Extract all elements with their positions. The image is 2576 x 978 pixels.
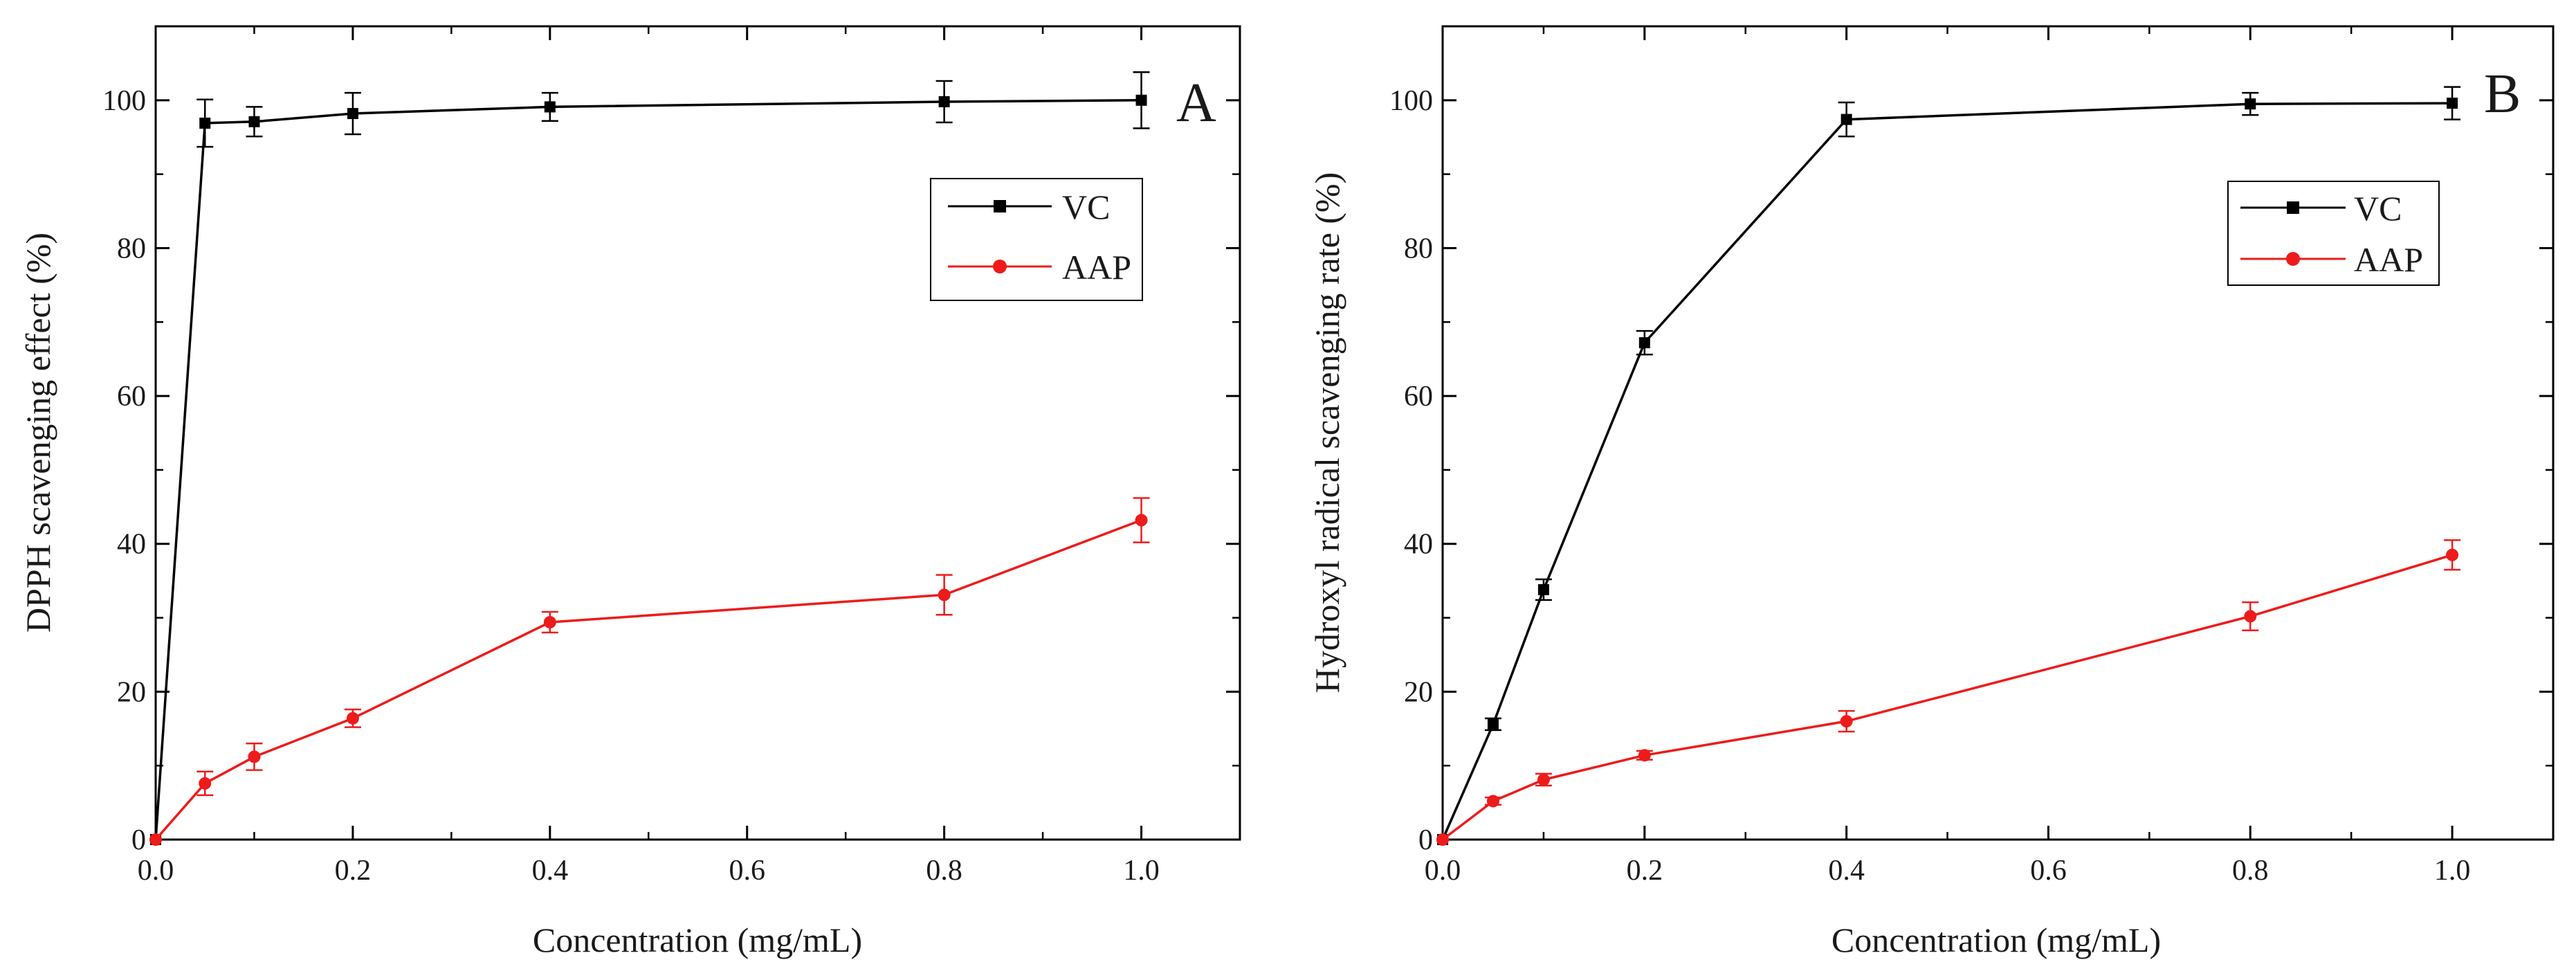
y-axis-title: Hydroxyl radical scavenging rate (%) <box>1308 172 1346 693</box>
y-tick-label: 80 <box>1404 233 1433 264</box>
y-tick-label: 60 <box>1404 381 1433 413</box>
y-axis-title: DPPH scavenging effect (%) <box>19 233 57 633</box>
data-point-aap <box>1135 514 1148 527</box>
x-tick-label: 0.8 <box>2232 855 2269 887</box>
legend-label-aap: AAP <box>2354 240 2423 279</box>
legend-marker-aap <box>993 260 1007 273</box>
legend-marker-vc <box>994 200 1006 212</box>
legend: VC AAP <box>930 178 1143 301</box>
y-tick-label: 100 <box>1389 85 1433 117</box>
y-tick-label: 0 <box>131 824 146 856</box>
data-point-aap <box>1537 773 1550 786</box>
legend-label-vc: VC <box>1062 188 1110 226</box>
legend-box <box>930 178 1143 301</box>
y-tick-label: 60 <box>117 381 146 413</box>
x-tick-label: 0.2 <box>1627 855 1663 887</box>
data-point-vc <box>248 116 260 127</box>
data-point-aap <box>1638 749 1651 762</box>
legend-box <box>2227 181 2440 286</box>
plot-frame <box>1441 25 2555 841</box>
data-point-aap <box>938 588 951 601</box>
data-point-vc <box>544 101 556 113</box>
x-tick-label: 0.6 <box>729 855 765 887</box>
data-point-vc <box>2447 98 2458 109</box>
x-axis-title: Concentration (mg/mL) <box>1831 921 2161 959</box>
data-point-vc <box>1638 337 1650 349</box>
data-point-aap <box>2446 548 2459 561</box>
legend-label-vc: VC <box>2354 189 2402 228</box>
y-tick-label: 0 <box>1418 824 1433 856</box>
data-point-vc <box>1487 718 1499 730</box>
legend-label-aap: AAP <box>1062 248 1131 287</box>
data-point-aap <box>199 777 212 790</box>
x-tick-label: 0.6 <box>2030 855 2067 887</box>
data-point-aap <box>1486 795 1499 808</box>
data-point-aap <box>543 615 556 628</box>
y-tick-label: 20 <box>117 676 146 708</box>
data-point-vc <box>1135 94 1147 106</box>
data-point-vc <box>199 117 211 129</box>
x-tick-label: 0.8 <box>926 855 962 887</box>
data-point-vc <box>938 96 950 107</box>
panel-label: A <box>1176 73 1216 134</box>
data-point-aap <box>1840 715 1853 728</box>
data-point-aap <box>248 750 261 763</box>
legend-marker-vc <box>2287 201 2299 214</box>
data-point-aap <box>346 712 359 725</box>
x-tick-label: 1.0 <box>1123 855 1160 887</box>
panel-a-chart: 0.0 0.2 0.4 0.6 0.8 1.0 0 20 40 60 80 100 Concentr… <box>19 25 1241 959</box>
x-tick-label: 0.2 <box>335 855 372 887</box>
y-tick-label: 100 <box>102 85 146 117</box>
y-tick-label: 40 <box>1404 529 1433 561</box>
panel-label: B <box>2484 64 2521 125</box>
plot-frame <box>154 25 1241 841</box>
series-layer <box>149 71 1150 846</box>
axis-ticks <box>1441 26 2555 841</box>
x-tick-label: 0.4 <box>1828 855 1865 887</box>
x-tick-labels: 0.0 0.2 0.4 0.6 0.8 1.0 <box>1425 855 2471 887</box>
x-tick-labels: 0.0 0.2 0.4 0.6 0.8 1.0 <box>138 855 1160 887</box>
y-tick-label: 20 <box>1404 676 1433 708</box>
data-point-vc <box>1537 583 1549 595</box>
panel-b-chart: 0.0 0.2 0.4 0.6 0.8 1.0 0 20 40 60 80 100 Concentr… <box>1308 25 2555 959</box>
y-tick-label: 40 <box>117 529 146 561</box>
data-point-vc <box>1840 114 1852 125</box>
series-aap <box>149 497 1150 846</box>
x-tick-label: 0.0 <box>1425 855 1461 887</box>
data-point-vc <box>2245 98 2256 110</box>
axis-ticks <box>154 26 1241 841</box>
legend-marker-aap <box>2286 252 2300 266</box>
series-layer <box>1436 86 2461 846</box>
y-tick-labels: 0 20 40 60 80 100 <box>102 85 146 856</box>
x-axis-title: Concentration (mg/mL) <box>533 921 862 959</box>
x-tick-label: 0.0 <box>138 855 174 887</box>
series-vc <box>150 71 1150 845</box>
x-tick-label: 1.0 <box>2434 855 2471 887</box>
y-tick-labels: 0 20 40 60 80 100 <box>1389 85 1433 856</box>
series-aap <box>1436 539 2461 846</box>
x-tick-label: 0.4 <box>532 855 569 887</box>
data-point-vc <box>347 108 358 120</box>
legend: VC AAP <box>2227 181 2440 286</box>
data-point-aap <box>2244 610 2257 623</box>
y-tick-label: 80 <box>117 233 146 264</box>
data-point-aap <box>1436 833 1449 846</box>
data-point-aap <box>149 833 162 846</box>
